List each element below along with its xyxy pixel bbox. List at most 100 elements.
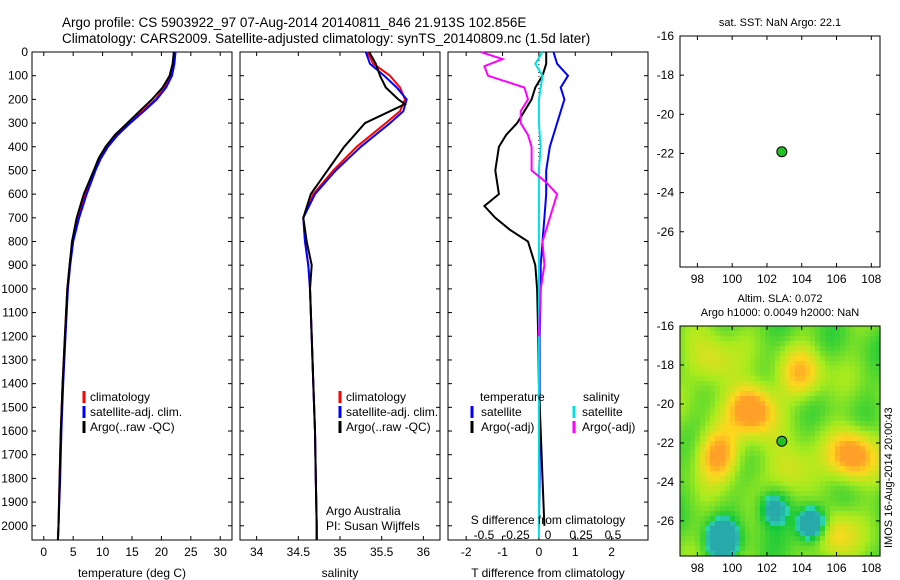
heatmap-cell xyxy=(745,506,751,512)
x-tick-label: 5 xyxy=(70,545,77,559)
heatmap-cell xyxy=(700,551,706,557)
heatmap-cell xyxy=(810,501,816,507)
heatmap-cell xyxy=(710,511,716,517)
heatmap-cell xyxy=(740,471,746,477)
x-tick-label: 100 xyxy=(722,272,742,286)
heatmap-cell xyxy=(865,356,871,362)
heatmap-cell xyxy=(820,411,826,417)
heatmap-cell xyxy=(810,376,816,382)
heatmap-cell xyxy=(815,526,821,532)
heatmap-cell xyxy=(700,546,706,552)
heatmap-cell xyxy=(770,426,776,432)
heatmap-cell xyxy=(845,356,851,362)
x-tick-label: 20 xyxy=(155,545,169,559)
heatmap-cell xyxy=(705,546,711,552)
heatmap-cell xyxy=(850,376,856,382)
heatmap-cell xyxy=(760,541,766,547)
heatmap-cell xyxy=(825,536,831,542)
heatmap-cell xyxy=(820,416,826,422)
heatmap-cell xyxy=(815,511,821,517)
heatmap-cell xyxy=(820,361,826,367)
heatmap-cell xyxy=(850,401,856,407)
heatmap-cell xyxy=(790,431,796,437)
heatmap-cell xyxy=(690,426,696,432)
heatmap-cell xyxy=(820,516,826,522)
heatmap-cell xyxy=(695,416,701,422)
heatmap-cell xyxy=(855,531,861,537)
heatmap-cell xyxy=(785,376,791,382)
heatmap-cell xyxy=(845,536,851,542)
heatmap-cell xyxy=(865,326,871,332)
heatmap-cell xyxy=(720,496,726,502)
heatmap-cell xyxy=(800,431,806,437)
heatmap-cell xyxy=(795,341,801,347)
heatmap-cell xyxy=(730,546,736,552)
heatmap-cell xyxy=(740,406,746,412)
heatmap-cell xyxy=(805,531,811,537)
heatmap-cell xyxy=(760,486,766,492)
heatmap-cell xyxy=(680,441,686,447)
heatmap-cell xyxy=(805,541,811,547)
heatmap-cell xyxy=(790,506,796,512)
heatmap-cell xyxy=(830,371,836,377)
heatmap-cell xyxy=(755,391,761,397)
heatmap-cell xyxy=(820,451,826,457)
heatmap-cell xyxy=(790,386,796,392)
heatmap-cell xyxy=(810,336,816,342)
heatmap-cell xyxy=(875,386,881,392)
x-tick-label: -1 xyxy=(497,545,508,559)
heatmap-cell xyxy=(770,416,776,422)
heatmap-cell xyxy=(875,491,881,497)
y-tick-label: 1400 xyxy=(1,377,28,391)
heatmap-cell xyxy=(760,526,766,532)
heatmap-cell xyxy=(765,411,771,417)
heatmap-cell xyxy=(775,496,781,502)
heatmap-cell xyxy=(695,371,701,377)
heatmap-cell xyxy=(725,431,731,437)
heatmap-cell xyxy=(720,331,726,337)
heatmap-cell xyxy=(830,506,836,512)
heatmap-cell xyxy=(870,381,876,387)
heatmap-cell xyxy=(810,486,816,492)
heatmap-cell xyxy=(820,551,826,557)
heatmap-cell xyxy=(830,396,836,402)
heatmap-cell xyxy=(875,336,881,342)
heatmap-cell xyxy=(840,466,846,472)
heatmap-cell xyxy=(815,356,821,362)
heatmap-cell xyxy=(805,491,811,497)
heatmap-cell xyxy=(690,381,696,387)
heatmap-cell xyxy=(865,391,871,397)
heatmap-cell xyxy=(685,551,691,557)
heatmap-cell xyxy=(850,531,856,537)
heatmap-cell xyxy=(750,531,756,537)
heatmap-cell xyxy=(830,436,836,442)
heatmap-cell xyxy=(715,526,721,532)
heatmap-cell xyxy=(745,341,751,347)
y-tick-label: 1500 xyxy=(1,400,28,414)
heatmap-cell xyxy=(765,521,771,527)
heatmap-cell xyxy=(710,371,716,377)
heatmap-cell xyxy=(765,466,771,472)
heatmap-cell xyxy=(765,391,771,397)
heatmap-cell xyxy=(760,481,766,487)
heatmap-cell xyxy=(865,341,871,347)
heatmap-cell xyxy=(830,501,836,507)
heatmap-cell xyxy=(775,521,781,527)
heatmap-cell xyxy=(840,441,846,447)
heatmap-cell xyxy=(765,371,771,377)
heatmap-cell xyxy=(750,351,756,357)
x-tick-label: 102 xyxy=(757,561,777,575)
heatmap-cell xyxy=(760,456,766,462)
heatmap-cell xyxy=(770,511,776,517)
heatmap-cell xyxy=(725,391,731,397)
heatmap-cell xyxy=(785,371,791,377)
heatmap-cell xyxy=(775,356,781,362)
heatmap-cell xyxy=(870,551,876,557)
heatmap-cell xyxy=(765,506,771,512)
heatmap-cell xyxy=(840,516,846,522)
heatmap-cell xyxy=(705,441,711,447)
heatmap-cell xyxy=(715,531,721,537)
heatmap-cell xyxy=(760,406,766,412)
heatmap-cell xyxy=(795,361,801,367)
heatmap-cell xyxy=(700,381,706,387)
